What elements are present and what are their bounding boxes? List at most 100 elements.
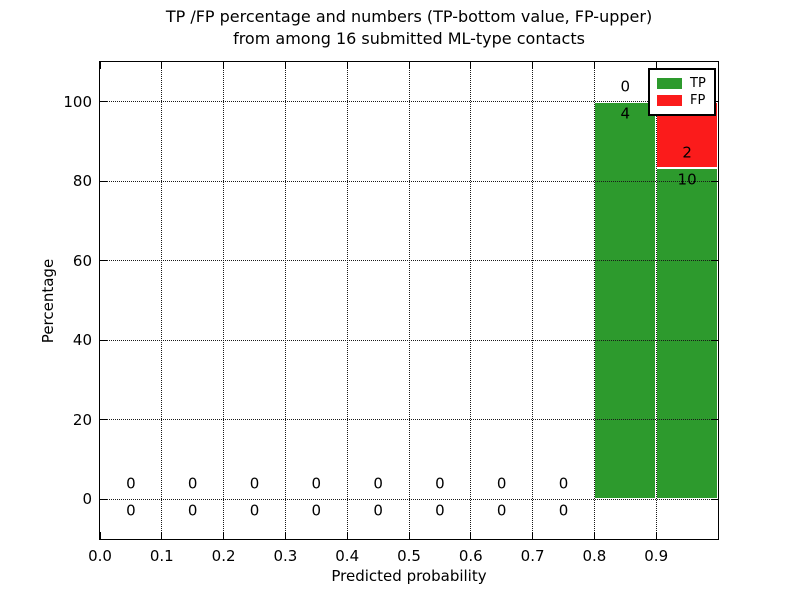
x-tick-bottom — [99, 532, 101, 539]
gridline-horizontal — [100, 180, 718, 182]
legend-label-fp: FP — [690, 93, 706, 108]
gridline-vertical — [346, 62, 348, 539]
x-tick-top — [532, 62, 534, 69]
x-tick-bottom — [655, 532, 657, 539]
chart-title-line2: from among 16 submitted ML-type contacts — [233, 29, 585, 48]
gridline-horizontal — [100, 419, 718, 421]
tp-count-label: 10 — [677, 170, 697, 189]
y-axis-label: Percentage — [39, 258, 57, 344]
fp-count-label: 0 — [435, 474, 445, 493]
gridline-horizontal — [100, 260, 718, 262]
gridline-vertical — [223, 62, 225, 539]
bars-layer — [100, 62, 718, 539]
x-tick-label: 0.3 — [273, 547, 298, 565]
tp-count-label: 0 — [187, 501, 198, 520]
fp-count-label: 0 — [126, 474, 136, 493]
x-tick-label: 0.1 — [149, 547, 174, 565]
y-tick-left — [100, 339, 107, 341]
tp-count-label: 0 — [558, 501, 569, 520]
fp-count-label: 0 — [620, 77, 631, 96]
x-tick-label: 0.7 — [520, 547, 545, 565]
gridline-horizontal — [100, 101, 718, 103]
fp-count-label: 0 — [496, 474, 507, 493]
x-tick-top — [284, 62, 286, 69]
gridline-vertical — [284, 62, 286, 539]
y-tick-right — [711, 260, 718, 262]
y-tick-right — [711, 419, 718, 421]
x-tick-bottom — [284, 532, 286, 539]
tp-count-label: 0 — [249, 501, 260, 520]
x-tick-top — [99, 62, 101, 69]
tp-count-label: 0 — [435, 501, 445, 520]
x-tick-bottom — [593, 532, 595, 539]
gridline-vertical — [161, 62, 163, 539]
tp-count-label: 0 — [496, 501, 507, 520]
x-tick-label: 0.4 — [335, 547, 360, 565]
chart-title: TP /FP percentage and numbers (TP-bottom… — [99, 6, 719, 50]
x-tick-top — [346, 62, 348, 69]
gridline-horizontal — [100, 339, 718, 341]
legend-swatch-fp-icon — [657, 95, 682, 106]
x-tick-label: 0.9 — [644, 547, 669, 565]
fp-count-label: 0 — [249, 474, 260, 493]
tp-count-label: 0 — [126, 501, 136, 520]
gridline-vertical — [593, 62, 595, 539]
x-tick-bottom — [223, 532, 225, 539]
y-tick-right — [711, 180, 718, 182]
y-tick-label: 20 — [72, 410, 92, 429]
tp-count-label: 4 — [620, 104, 631, 123]
gridline-horizontal — [100, 498, 718, 500]
y-tick-label: 80 — [72, 172, 92, 191]
x-tick-label: 0.8 — [582, 547, 607, 565]
legend: TP FP — [648, 68, 716, 116]
y-tick-label: 100 — [63, 92, 92, 111]
tp-bar — [656, 168, 718, 500]
legend-entry-tp: TP — [657, 75, 706, 92]
tp-count-label: 0 — [311, 501, 322, 520]
x-tick-top — [593, 62, 595, 69]
fp-count-label: 0 — [311, 474, 322, 493]
y-tick-right — [711, 498, 718, 500]
y-tick-right — [711, 339, 718, 341]
plot-area: 0 0 0 0 0 0 0 0 0 0 0 0 0 0 0 0 0 4 2 10 TP FP — [99, 61, 719, 540]
legend-label-tp: TP — [690, 76, 706, 91]
x-axis-label: Predicted probability — [331, 567, 487, 585]
y-tick-label: 0 — [82, 490, 92, 509]
grid-layer — [100, 62, 718, 539]
x-tick-label: 0.6 — [458, 547, 483, 565]
gridline-vertical — [470, 62, 472, 539]
y-tick-label: 60 — [72, 251, 92, 270]
fp-count-label: 2 — [682, 143, 692, 162]
y-tick-left — [100, 419, 107, 421]
legend-entry-fp: FP — [657, 92, 706, 109]
fp-count-label: 0 — [187, 474, 198, 493]
x-tick-top — [408, 62, 410, 69]
x-tick-bottom — [532, 532, 534, 539]
chart-title-line1: TP /FP percentage and numbers (TP-bottom… — [165, 7, 653, 26]
x-tick-bottom — [346, 532, 348, 539]
fp-count-label: 0 — [373, 474, 383, 493]
x-tick-top — [655, 62, 657, 69]
x-tick-label: 0.5 — [397, 547, 421, 565]
x-tick-top — [470, 62, 472, 69]
y-tick-left — [100, 260, 107, 262]
gridline-vertical — [408, 62, 410, 539]
legend-swatch-tp-icon — [657, 78, 682, 89]
x-tick-bottom — [408, 532, 410, 539]
annotations-layer: 0 0 0 0 0 0 0 0 0 0 0 0 0 0 0 0 0 4 2 10 — [100, 62, 718, 539]
y-tick-left — [100, 101, 107, 103]
tp-count-label: 0 — [373, 501, 383, 520]
gridline-vertical — [532, 62, 534, 539]
x-tick-label: 0.0 — [88, 547, 112, 565]
y-tick-label: 40 — [72, 331, 92, 350]
y-tick-left — [100, 180, 107, 182]
x-tick-top — [161, 62, 163, 69]
x-tick-bottom — [161, 532, 163, 539]
x-tick-top — [223, 62, 225, 69]
ticks-layer — [99, 62, 718, 539]
gridline-vertical — [655, 62, 657, 539]
fp-count-label: 0 — [558, 474, 569, 493]
x-tick-bottom — [470, 532, 472, 539]
y-tick-left — [100, 498, 107, 500]
